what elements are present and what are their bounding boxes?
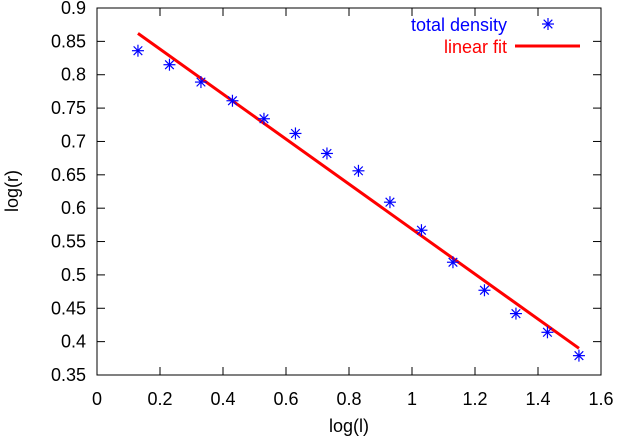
plot-frame bbox=[96, 7, 602, 376]
x-tick-label: 0.2 bbox=[147, 389, 172, 409]
legend: total density linear fit bbox=[411, 15, 580, 57]
x-tick-label: 0.4 bbox=[210, 389, 235, 409]
y-tick-label: 0.45 bbox=[51, 298, 86, 318]
series-layer bbox=[131, 32, 585, 362]
x-axis-label: log(l) bbox=[329, 416, 369, 436]
y-tick-label: 0.6 bbox=[61, 198, 86, 218]
data-point bbox=[383, 196, 396, 209]
data-point bbox=[541, 326, 554, 339]
data-point bbox=[289, 127, 302, 140]
legend-marker-symbol bbox=[542, 18, 554, 30]
data-point bbox=[226, 94, 239, 107]
fit-line bbox=[137, 32, 580, 350]
axis-ticks bbox=[96, 7, 602, 376]
y-tick-label: 0.55 bbox=[51, 232, 86, 252]
data-point bbox=[257, 112, 270, 125]
y-tick-label: 0.85 bbox=[51, 31, 86, 51]
data-point bbox=[320, 147, 333, 160]
y-tick-label: 0.75 bbox=[51, 98, 86, 118]
x-tick-label: 1.6 bbox=[588, 389, 613, 409]
y-tick-label: 0.4 bbox=[61, 332, 86, 352]
y-tick-label: 0.8 bbox=[61, 65, 86, 85]
data-point bbox=[194, 76, 207, 89]
y-tick-label: 0.65 bbox=[51, 165, 86, 185]
x-tick-label: 0.8 bbox=[336, 389, 361, 409]
legend-label-total-density: total density bbox=[411, 15, 507, 35]
data-point bbox=[446, 256, 459, 269]
legend-marker-total-density bbox=[542, 18, 554, 30]
x-tick-label: 1.2 bbox=[462, 389, 487, 409]
y-tick-label: 0.9 bbox=[61, 0, 86, 18]
y-tick-label: 0.5 bbox=[61, 265, 86, 285]
data-point bbox=[572, 349, 585, 362]
x-tick-label: 1.4 bbox=[525, 389, 550, 409]
data-point bbox=[163, 58, 176, 71]
x-tick-label: 0 bbox=[92, 389, 102, 409]
data-point bbox=[415, 224, 428, 237]
x-tick-label: 0.6 bbox=[273, 389, 298, 409]
x-tick-label: 1 bbox=[407, 389, 417, 409]
y-tick-label: 0.7 bbox=[61, 131, 86, 151]
data-point bbox=[509, 307, 522, 320]
y-tick-label: 0.35 bbox=[51, 365, 86, 385]
data-point bbox=[131, 44, 144, 57]
legend-label-linear-fit: linear fit bbox=[444, 37, 507, 57]
axis-tick-labels: 0 0.2 0.4 0.6 0.8 1 1.2 1.4 1.6 0.35 0.4 0.45 0.5 0.5… bbox=[51, 0, 614, 409]
y-axis-label: log(r) bbox=[2, 170, 22, 212]
data-point bbox=[478, 284, 491, 297]
data-point bbox=[352, 164, 365, 177]
